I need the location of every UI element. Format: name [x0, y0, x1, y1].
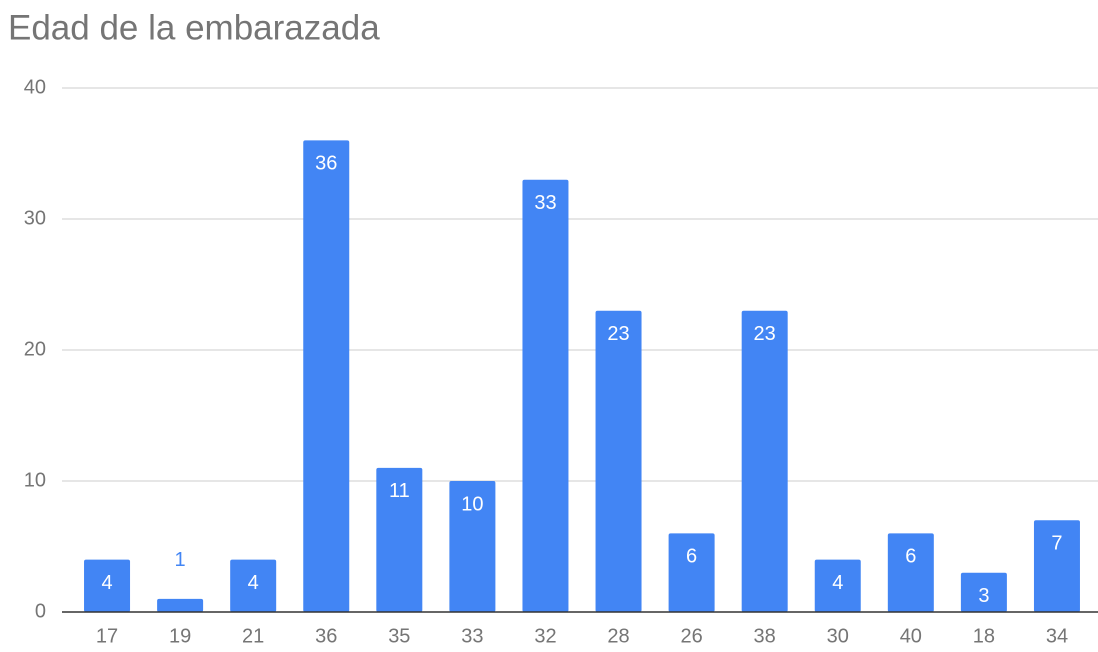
bar: [84, 559, 131, 612]
data-label: 1: [175, 549, 186, 571]
bar: [595, 310, 642, 612]
data-label: 3: [978, 585, 989, 607]
y-tick-label: 30: [24, 207, 46, 229]
bar: [522, 179, 569, 612]
x-tick-label: 17: [96, 625, 118, 647]
data-label: 10: [461, 493, 483, 515]
x-tick-label: 28: [607, 625, 629, 647]
bar: [157, 598, 204, 612]
y-tick-label: 0: [35, 600, 46, 622]
bar: [741, 310, 788, 612]
bar: [887, 533, 934, 612]
bar: [1033, 520, 1080, 612]
data-label: 4: [832, 572, 843, 594]
x-tick-label: 19: [169, 625, 191, 647]
bar: [376, 467, 423, 612]
data-label: 6: [686, 546, 697, 568]
x-tick-label: 33: [461, 625, 483, 647]
bar: [960, 572, 1007, 612]
x-tick-label: 40: [900, 625, 922, 647]
bar: [814, 559, 861, 612]
data-label: 4: [101, 572, 112, 594]
data-label: 4: [248, 572, 259, 594]
bar: [668, 533, 715, 612]
data-label: 33: [534, 192, 556, 214]
chart-title: Edad de la embarazada: [8, 8, 380, 47]
data-label: 23: [607, 323, 629, 345]
data-label: 23: [754, 323, 776, 345]
data-label: 6: [905, 546, 916, 568]
x-tick-label: 35: [388, 625, 410, 647]
x-tick-label: 21: [242, 625, 264, 647]
x-tick-label: 26: [680, 625, 702, 647]
x-tick-label: 36: [315, 625, 337, 647]
x-tick-label: 30: [827, 625, 849, 647]
bar: [303, 140, 350, 612]
data-label: 36: [315, 153, 337, 175]
y-tick-label: 10: [24, 469, 46, 491]
x-tick-label: 38: [754, 625, 776, 647]
x-tick-label: 34: [1046, 625, 1068, 647]
x-tick-label: 32: [534, 625, 556, 647]
bar: [449, 481, 496, 612]
y-tick-label: 20: [24, 338, 46, 360]
data-label: 11: [389, 480, 410, 502]
y-tick-label: 40: [24, 76, 46, 98]
data-label: 7: [1051, 533, 1062, 555]
bar: [230, 559, 277, 612]
x-tick-label: 18: [973, 625, 995, 647]
